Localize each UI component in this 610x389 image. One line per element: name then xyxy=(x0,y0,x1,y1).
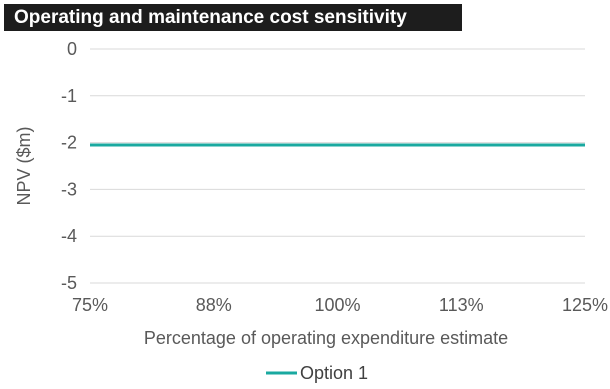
y-tick-label: 0 xyxy=(67,39,77,59)
chart-title: Operating and maintenance cost sensitivi… xyxy=(14,7,407,28)
y-axis-label: NPV ($m) xyxy=(14,126,34,205)
x-tick-label: 113% xyxy=(439,295,484,315)
y-tick-label: -4 xyxy=(61,226,77,246)
x-tick-label: 88% xyxy=(196,295,232,315)
x-tick-labels: 75% 88% 100% 113% 125% xyxy=(72,295,608,315)
y-tick-labels: 0 -1 -2 -3 -4 -5 xyxy=(61,39,77,293)
legend: Option 1 xyxy=(266,363,368,383)
y-tick-label: -1 xyxy=(61,86,77,106)
y-tick-label: -3 xyxy=(61,179,77,199)
x-tick-label: 75% xyxy=(72,295,108,315)
legend-label: Option 1 xyxy=(300,363,368,383)
x-tick-label: 125% xyxy=(562,295,608,315)
x-axis-label: Percentage of operating expenditure esti… xyxy=(144,328,508,348)
y-tick-label: -2 xyxy=(61,133,77,153)
x-tick-label: 100% xyxy=(314,295,360,315)
y-tick-label: -5 xyxy=(61,273,77,293)
gridlines xyxy=(90,48,585,284)
chart-title-bar: Operating and maintenance cost sensitivi… xyxy=(4,4,462,31)
